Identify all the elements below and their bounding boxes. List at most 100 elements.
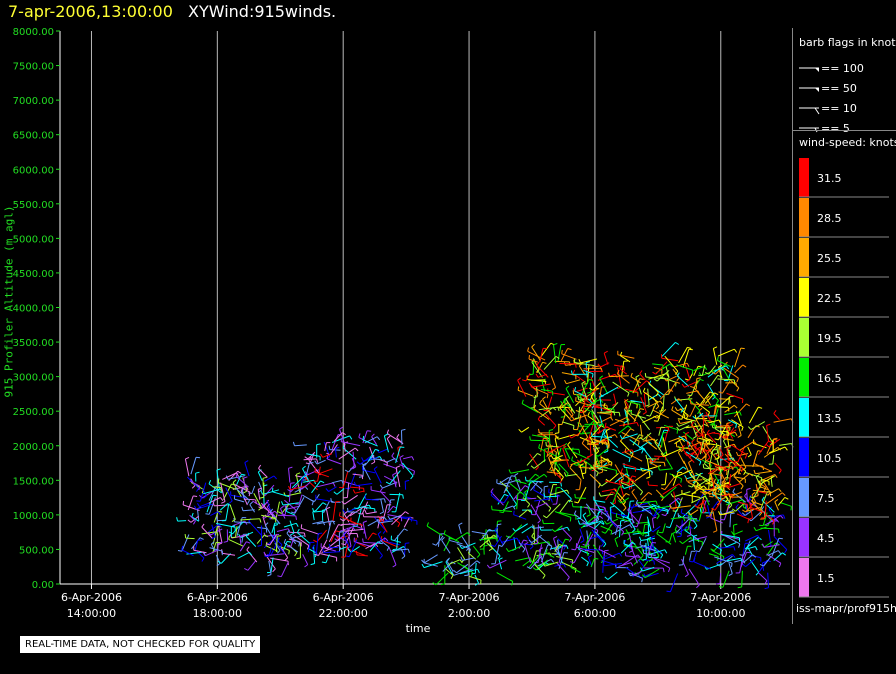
wind-barb bbox=[750, 510, 763, 522]
wind-barb-flag bbox=[735, 451, 739, 456]
wind-barb-flag bbox=[664, 456, 667, 461]
wind-barb bbox=[584, 531, 592, 548]
wind-barb-flag bbox=[713, 452, 718, 455]
wind-barb-flag bbox=[678, 419, 681, 424]
wind-barb bbox=[540, 544, 549, 563]
wind-barb bbox=[733, 403, 747, 418]
wind-barb bbox=[395, 446, 401, 464]
wind-barb-flag bbox=[545, 502, 550, 507]
wind-barb-flag bbox=[544, 449, 548, 454]
wind-barb-flag bbox=[542, 396, 546, 400]
wind-barb-flag bbox=[742, 364, 747, 368]
wind-barb bbox=[645, 542, 647, 560]
wind-barb bbox=[295, 474, 301, 493]
wind-barb bbox=[695, 401, 710, 413]
wind-barb-flag bbox=[498, 557, 503, 561]
wind-barb bbox=[220, 482, 226, 502]
wind-barb-flag bbox=[624, 448, 627, 453]
wind-barb bbox=[737, 453, 749, 457]
wind-barb bbox=[524, 481, 531, 501]
wind-barb bbox=[722, 366, 731, 381]
wind-barb bbox=[684, 546, 688, 555]
wind-barb bbox=[644, 568, 660, 579]
wind-barb-flag bbox=[706, 395, 710, 399]
wind-barb bbox=[624, 398, 630, 408]
wind-barb-flag bbox=[764, 580, 768, 585]
wind-barb-flag bbox=[727, 449, 731, 454]
wind-barb bbox=[733, 530, 743, 536]
wind-barb bbox=[284, 504, 287, 515]
wind-barb bbox=[738, 425, 742, 436]
wind-barb bbox=[307, 451, 316, 460]
wind-barb-flag bbox=[706, 516, 711, 519]
wind-barb bbox=[517, 380, 527, 397]
wind-barb bbox=[640, 397, 647, 413]
wind-barb-flag bbox=[782, 514, 786, 519]
wind-barb-flag bbox=[647, 536, 652, 540]
wind-barb bbox=[285, 492, 302, 497]
wind-barb-flag bbox=[686, 414, 691, 417]
wind-barb bbox=[763, 544, 780, 548]
wind-barb-flag bbox=[777, 550, 782, 555]
wind-barb bbox=[631, 491, 638, 500]
wind-barb-flag bbox=[311, 501, 314, 506]
wind-barb bbox=[560, 400, 566, 409]
wind-barb bbox=[532, 387, 549, 395]
wind-barb-flag bbox=[553, 425, 557, 430]
wind-barb bbox=[391, 546, 404, 553]
wind-barb bbox=[598, 416, 611, 424]
wind-barb bbox=[339, 515, 358, 525]
wind-barb bbox=[497, 494, 505, 505]
wind-barb bbox=[561, 562, 577, 570]
wind-barb-flag bbox=[267, 574, 272, 577]
wind-barb bbox=[363, 506, 375, 510]
wind-barb-flag bbox=[339, 426, 344, 430]
wind-barb bbox=[594, 448, 597, 466]
wind-barb-flag bbox=[342, 432, 346, 436]
wind-barb-flag bbox=[693, 534, 698, 537]
wind-barb-flag bbox=[563, 397, 566, 402]
wind-barb bbox=[722, 570, 730, 588]
wind-barb bbox=[467, 566, 470, 576]
wind-barb-flag bbox=[551, 528, 556, 533]
wind-barb-flag bbox=[565, 473, 569, 478]
wind-barb-flag bbox=[563, 443, 568, 447]
wind-barb bbox=[559, 407, 571, 420]
wind-barb bbox=[745, 502, 755, 513]
wind-barb-flag bbox=[373, 454, 375, 460]
wind-barb-flag bbox=[755, 425, 760, 428]
wind-barb bbox=[271, 522, 276, 534]
wind-barb bbox=[619, 368, 628, 375]
wind-barb bbox=[709, 449, 714, 466]
wind-barb-flag bbox=[513, 504, 517, 508]
wind-barb-flag bbox=[696, 482, 699, 487]
wind-barb-flag bbox=[413, 470, 415, 476]
wind-barb bbox=[734, 364, 744, 374]
wind-barb-flag bbox=[440, 583, 445, 586]
wind-barb-flag bbox=[377, 531, 382, 535]
wind-barb-flag bbox=[572, 369, 576, 374]
wind-barb bbox=[587, 506, 591, 515]
wind-barb bbox=[423, 554, 438, 564]
wind-barb-flag bbox=[198, 486, 201, 491]
wind-barb-flag bbox=[554, 553, 559, 556]
wind-barb-flag bbox=[576, 517, 581, 520]
wind-barb-flag bbox=[490, 491, 494, 496]
wind-barb-flag bbox=[326, 506, 331, 510]
wind-barb bbox=[622, 554, 638, 566]
wind-barb bbox=[196, 508, 200, 522]
wind-barb bbox=[474, 562, 477, 574]
wind-barb-flag bbox=[539, 399, 543, 404]
wind-barb-flag bbox=[565, 395, 569, 400]
wind-barb bbox=[556, 494, 559, 505]
wind-barb-flag bbox=[741, 398, 744, 404]
wind-barb-flag bbox=[610, 411, 613, 416]
wind-barb bbox=[286, 505, 301, 510]
wind-barb bbox=[682, 556, 685, 565]
wind-barb-flag bbox=[638, 437, 643, 440]
wind-barb-flag bbox=[626, 416, 630, 421]
wind-barb bbox=[645, 376, 666, 380]
wind-barb bbox=[350, 545, 360, 553]
wind-barb-flag bbox=[606, 428, 611, 431]
wind-barb-flag bbox=[728, 425, 731, 430]
